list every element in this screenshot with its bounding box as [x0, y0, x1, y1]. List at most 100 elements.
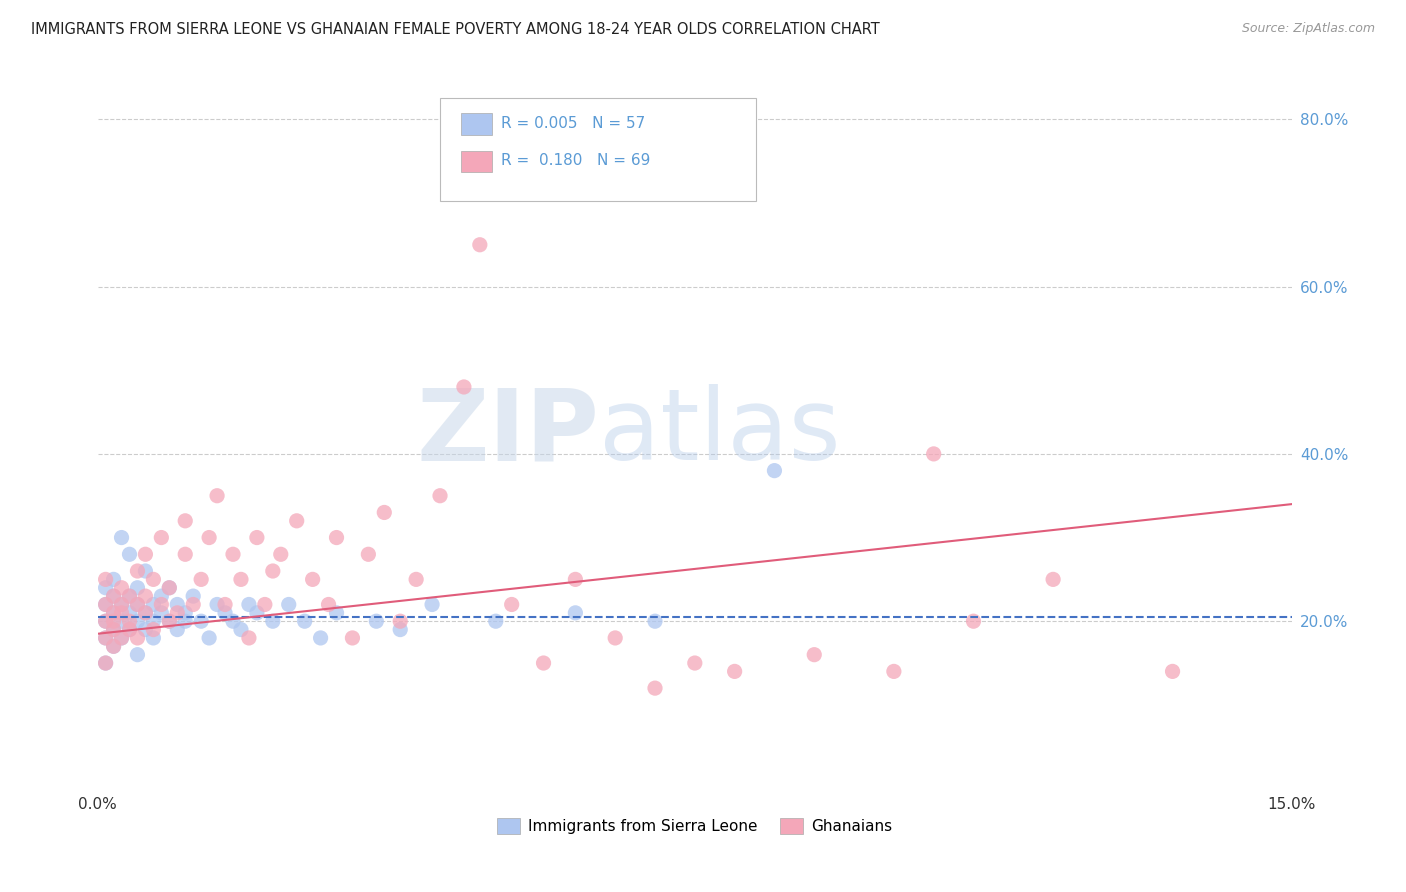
Point	[564, 606, 586, 620]
Point	[389, 623, 412, 637]
Point	[103, 640, 125, 654]
Point	[485, 614, 508, 628]
Point	[605, 631, 627, 645]
Point	[723, 665, 745, 679]
Point	[94, 598, 117, 612]
Point	[214, 598, 236, 612]
Point	[110, 581, 132, 595]
Point	[325, 606, 347, 620]
Point	[94, 573, 117, 587]
Point	[103, 573, 125, 587]
Point	[142, 614, 165, 628]
Point	[318, 598, 340, 612]
Point	[190, 614, 212, 628]
Point	[325, 531, 347, 545]
Point	[763, 464, 786, 478]
Point	[366, 614, 388, 628]
Point	[294, 614, 316, 628]
Point	[277, 598, 299, 612]
Point	[157, 581, 180, 595]
Point	[157, 581, 180, 595]
Point	[181, 589, 204, 603]
Point	[214, 606, 236, 620]
Point	[181, 598, 204, 612]
Point	[453, 380, 475, 394]
Point	[118, 589, 141, 603]
Point	[118, 614, 141, 628]
Point	[118, 623, 141, 637]
Point	[205, 598, 228, 612]
Point	[110, 598, 132, 612]
Point	[157, 614, 180, 628]
Text: Source: ZipAtlas.com: Source: ZipAtlas.com	[1241, 22, 1375, 36]
Point	[94, 656, 117, 670]
Point	[134, 606, 156, 620]
Point	[174, 614, 197, 628]
Point	[110, 614, 132, 628]
Point	[174, 514, 197, 528]
Text: ZIP: ZIP	[416, 384, 599, 482]
Point	[1161, 665, 1184, 679]
Point	[103, 589, 125, 603]
Point	[342, 631, 364, 645]
Point	[142, 598, 165, 612]
Point	[94, 598, 117, 612]
Point	[644, 614, 666, 628]
Point	[420, 598, 443, 612]
Point	[229, 623, 252, 637]
Point	[246, 606, 269, 620]
Point	[134, 623, 156, 637]
Point	[94, 614, 117, 628]
Point	[246, 531, 269, 545]
Point	[157, 614, 180, 628]
Point	[118, 623, 141, 637]
Point	[118, 547, 141, 561]
Point	[127, 564, 149, 578]
Point	[309, 631, 332, 645]
Point	[389, 614, 412, 628]
Point	[127, 598, 149, 612]
Text: atlas: atlas	[599, 384, 841, 482]
Point	[198, 531, 221, 545]
Point	[103, 640, 125, 654]
Point	[127, 581, 149, 595]
Point	[166, 606, 188, 620]
Point	[174, 547, 197, 561]
Point	[134, 589, 156, 603]
Point	[118, 606, 141, 620]
Point	[166, 598, 188, 612]
Point	[429, 489, 451, 503]
Point	[270, 547, 292, 561]
Point	[357, 547, 380, 561]
Point	[127, 598, 149, 612]
Point	[103, 606, 125, 620]
Point	[238, 631, 260, 645]
Point	[405, 573, 427, 587]
Point	[174, 606, 197, 620]
Point	[94, 631, 117, 645]
Point	[262, 614, 284, 628]
Point	[229, 573, 252, 587]
Point	[127, 614, 149, 628]
Point	[285, 514, 308, 528]
Point	[468, 237, 491, 252]
Text: R = 0.005   N = 57: R = 0.005 N = 57	[501, 116, 645, 130]
Point	[238, 598, 260, 612]
Point	[962, 614, 984, 628]
Point	[134, 564, 156, 578]
Point	[110, 631, 132, 645]
Point	[803, 648, 825, 662]
Point	[134, 606, 156, 620]
Point	[127, 648, 149, 662]
Point	[922, 447, 945, 461]
Point	[683, 656, 706, 670]
Point	[103, 589, 125, 603]
Point	[222, 547, 245, 561]
Point	[103, 614, 125, 628]
Point	[94, 631, 117, 645]
Point	[253, 598, 276, 612]
Point	[94, 656, 117, 670]
Point	[150, 606, 173, 620]
Point	[166, 623, 188, 637]
Legend: Immigrants from Sierra Leone, Ghanaians: Immigrants from Sierra Leone, Ghanaians	[498, 818, 893, 834]
